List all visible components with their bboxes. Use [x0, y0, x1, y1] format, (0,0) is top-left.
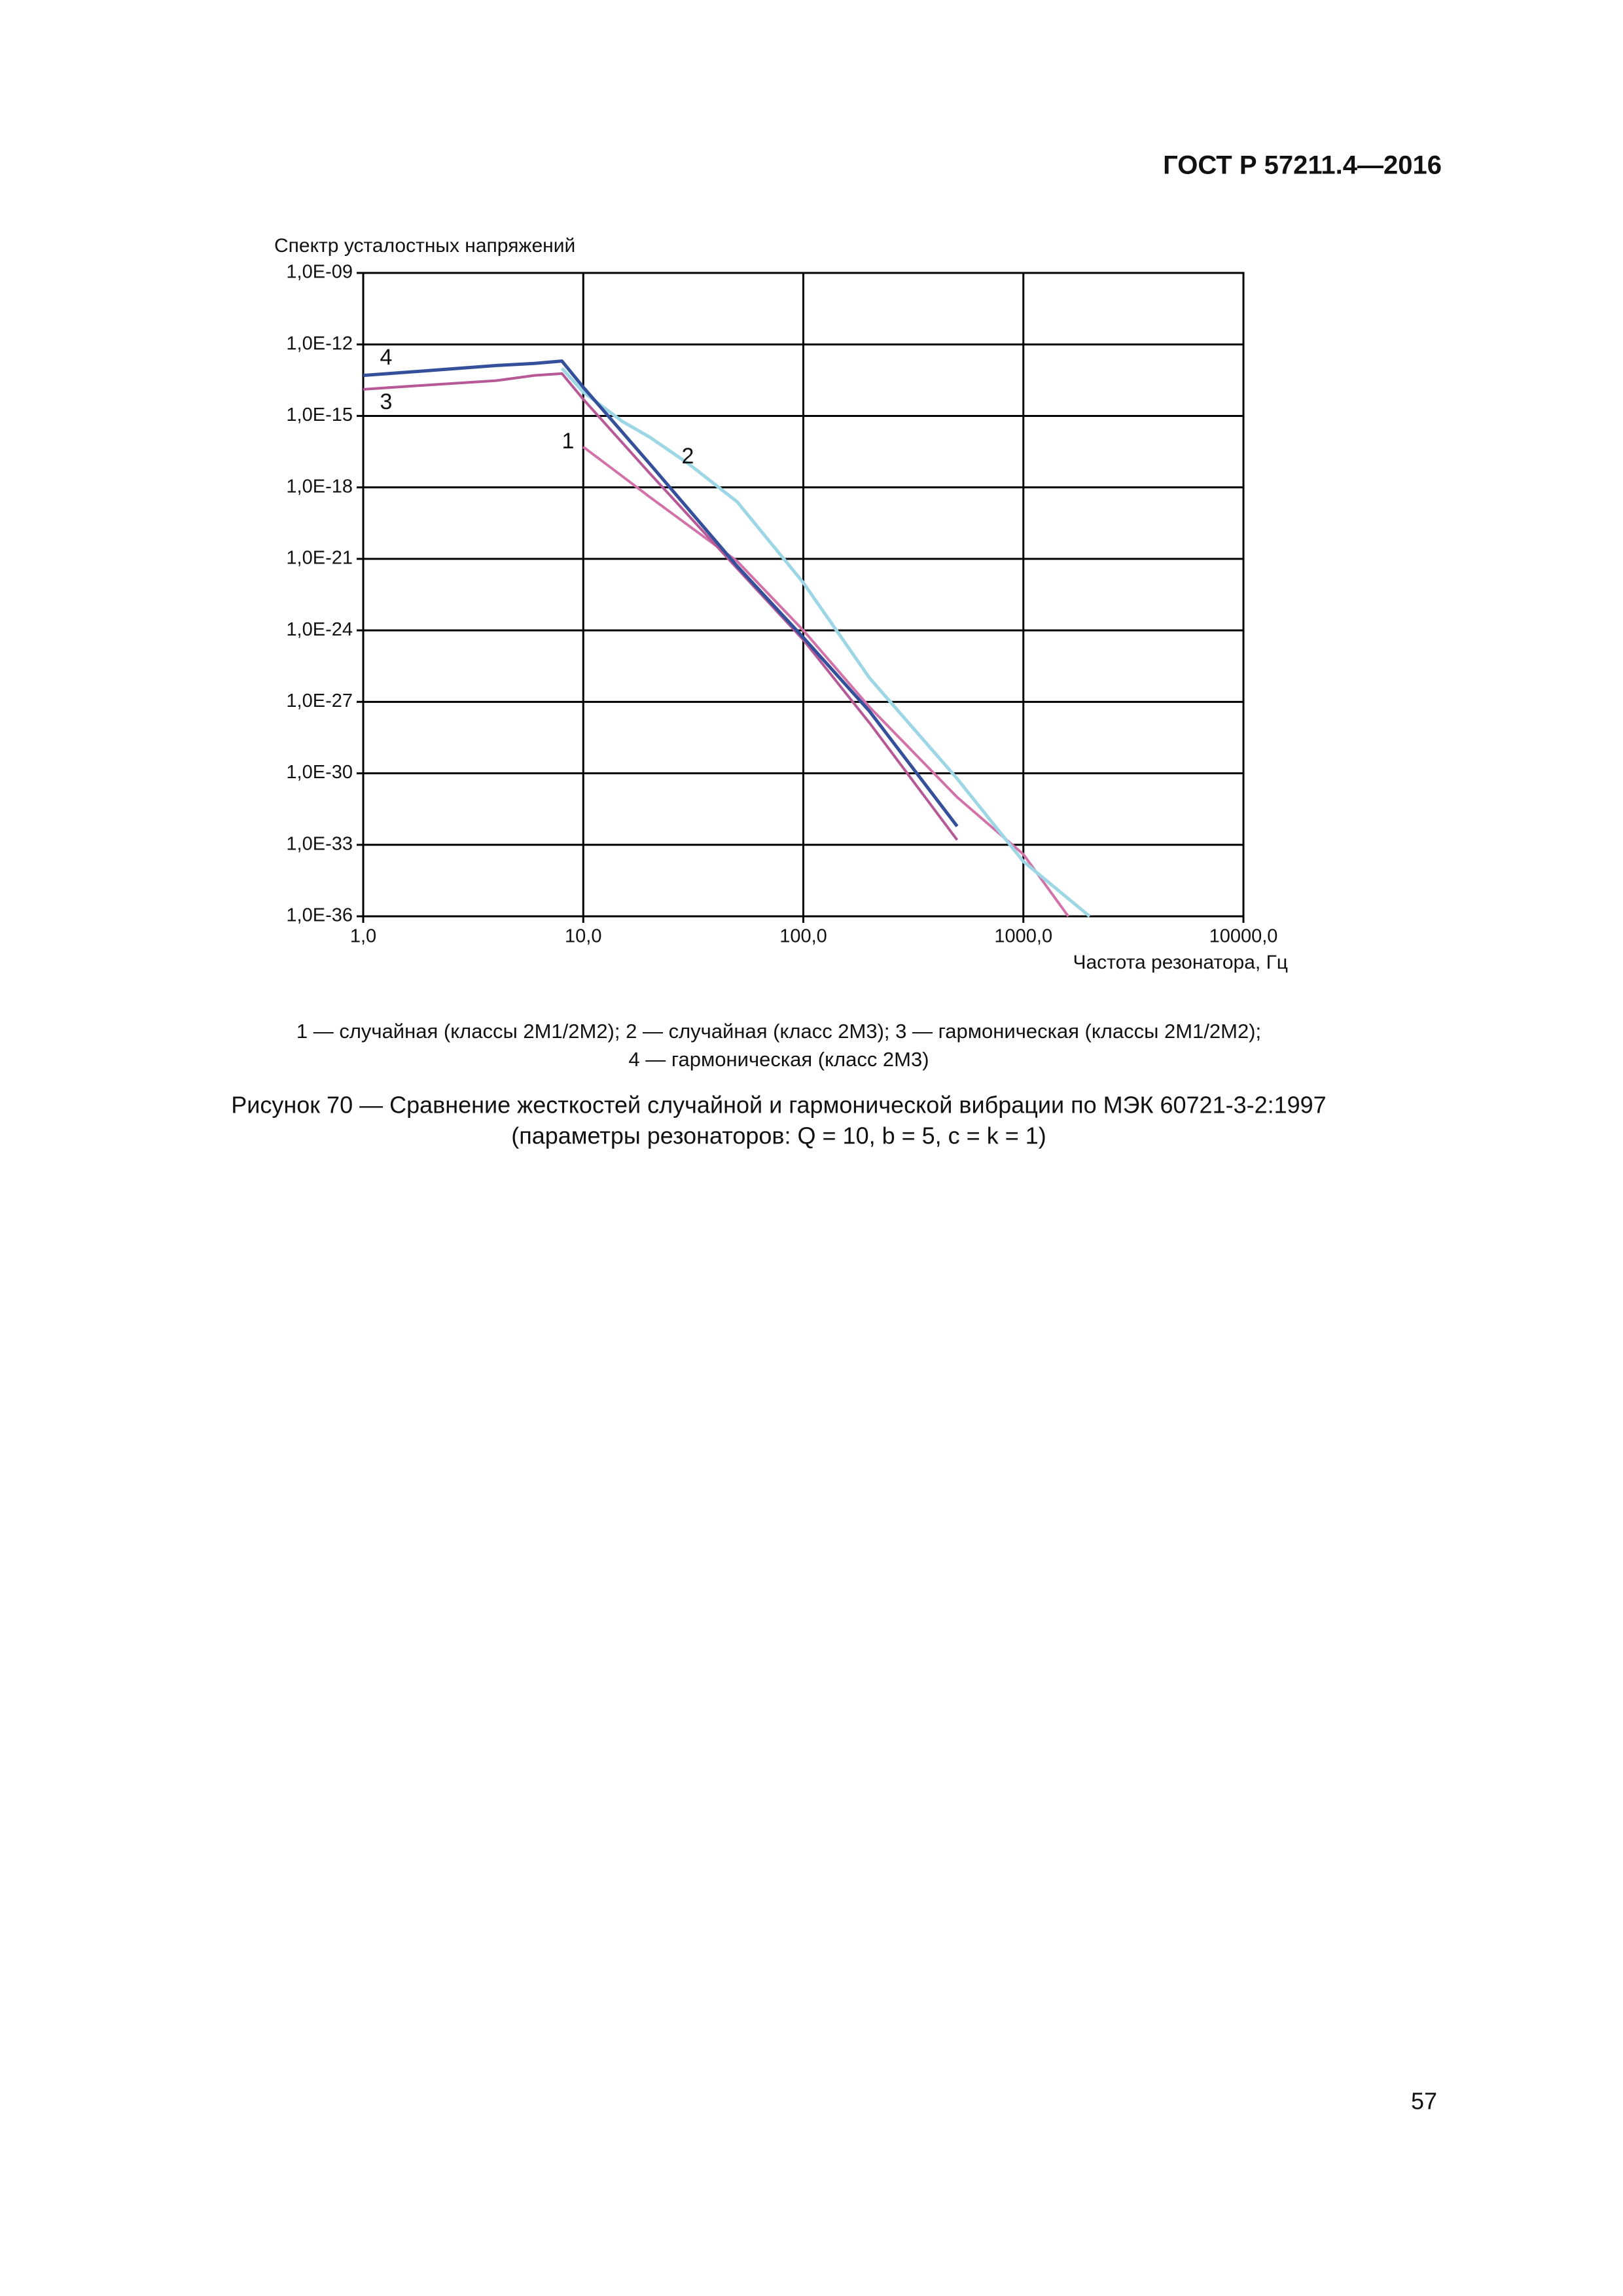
curve-label: 1 [562, 429, 575, 454]
y-tick-label: 1,0E-30 [286, 762, 353, 783]
caption-line: (параметры резонаторов: Q = 10, b = 5, c… [511, 1122, 1046, 1149]
series-line [363, 372, 959, 841]
curve-label: 2 [682, 444, 694, 469]
x-tick-label: 1000,0 [994, 926, 1052, 947]
legend-line: 4 — гармоническая (класс 2М3) [628, 1048, 929, 1071]
y-tick-label: 1,0E-15 [286, 404, 353, 425]
y-tick-label: 1,0E-12 [286, 333, 353, 354]
series-line [560, 367, 1091, 918]
x-tick-label: 1,0 [350, 926, 376, 947]
y-axis-title: Спектр усталостных напряжений [274, 235, 575, 257]
y-tick-label: 1,0E-36 [286, 905, 353, 926]
y-tick-label: 1,0E-09 [286, 262, 353, 283]
legend-line: 1 — случайная (классы 2М1/2М2); 2 — случ… [296, 1020, 1261, 1043]
y-tick-label: 1,0E-18 [286, 476, 353, 497]
caption-line: Рисунок 70 — Сравнение жесткостей случай… [231, 1092, 1326, 1119]
y-tick-label: 1,0E-33 [286, 833, 353, 854]
header-title: ГОСТ Р 57211.4—2016 [1163, 151, 1442, 180]
y-tick-label: 1,0E-27 [286, 691, 353, 711]
y-tick-label: 1,0E-21 [286, 548, 353, 569]
curve-label: 4 [380, 345, 393, 370]
page-number: 57 [1411, 2088, 1437, 2115]
x-tick-label: 10000,0 [1209, 926, 1278, 947]
x-tick-label: 10,0 [565, 926, 601, 947]
y-tick-label: 1,0E-24 [286, 619, 353, 640]
x-axis-title: Частота резонатора, Гц [1073, 952, 1289, 973]
curve-label: 3 [380, 389, 393, 414]
x-tick-label: 100,0 [779, 926, 827, 947]
series-line [363, 359, 959, 827]
